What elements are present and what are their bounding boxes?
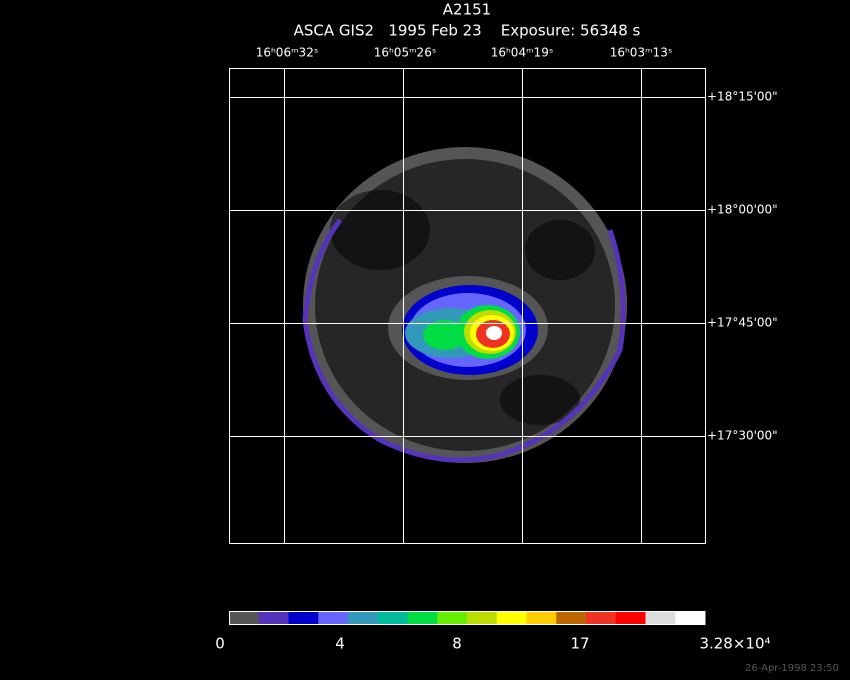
ra-label: 16ʰ06ᵐ32ˢ — [256, 46, 319, 60]
colorbar-swatch — [437, 611, 468, 625]
colorbar-label: 8 — [452, 635, 462, 653]
colorbar-swatch — [288, 611, 319, 625]
colorbar-swatch — [496, 611, 527, 625]
field-gap — [500, 375, 580, 425]
colorbar-swatch — [318, 611, 349, 625]
dec-label: +17°45'00" — [707, 316, 778, 330]
colorbar-label: 4 — [335, 635, 345, 653]
colorbar-label: 17 — [570, 635, 589, 653]
colorbar-swatch — [229, 611, 260, 625]
subtitle: ASCA GIS2 1995 Feb 23 Exposure: 56348 s — [294, 22, 641, 40]
ra-label: 16ʰ04ᵐ19ˢ — [491, 46, 554, 60]
colorbar-swatch — [348, 611, 379, 625]
colorbar-swatch — [526, 611, 557, 625]
colorbar-swatch — [675, 611, 706, 625]
xray-image — [302, 147, 627, 463]
rim — [302, 218, 626, 463]
colorbar-swatch — [467, 611, 498, 625]
dec-label: +17°30'00" — [707, 429, 778, 443]
timestamp: 26-Apr-1998 23:50 — [745, 663, 839, 674]
frame — [229, 68, 706, 544]
colorbar-swatch — [586, 611, 617, 625]
colorbar-swatch — [645, 611, 676, 625]
colorbar-swatch — [556, 611, 587, 625]
coordinate-grid — [229, 68, 706, 544]
colorbar-swatch — [407, 611, 438, 625]
ra-label: 16ʰ03ᵐ13ˢ — [610, 46, 673, 60]
ra-label: 16ʰ05ᵐ26ˢ — [374, 46, 437, 60]
field-gap — [525, 220, 595, 280]
level-green-west — [423, 320, 467, 350]
title: A2151 — [443, 1, 491, 19]
dec-label: +18°15'00" — [707, 90, 778, 104]
colorbar-label: 3.28×10⁴ — [699, 635, 770, 653]
dec-label: +18°00'00" — [707, 203, 778, 217]
colorbar-frame — [229, 611, 705, 625]
colorbar-swatch — [377, 611, 408, 625]
colorbar-swatch — [615, 611, 646, 625]
peak — [486, 326, 502, 340]
field-gap — [330, 190, 430, 270]
colorbar-swatch — [258, 611, 289, 625]
colorbar-label: 0 — [215, 635, 225, 653]
